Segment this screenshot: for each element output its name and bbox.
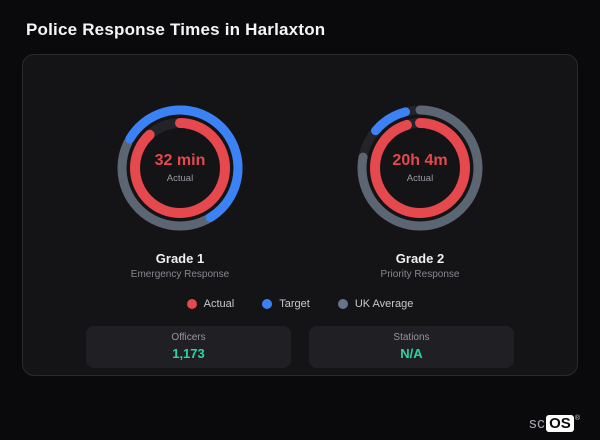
gauge-center: 20h 4m Actual xyxy=(345,93,495,243)
stat-value: 1,173 xyxy=(172,346,205,361)
gauge-subtitle: Emergency Response xyxy=(130,269,230,280)
legend-item-target[interactable]: Target xyxy=(262,298,310,310)
legend-label: UK Average xyxy=(354,298,414,310)
actual-arc xyxy=(130,118,230,218)
registered-mark-icon: ® xyxy=(574,415,580,422)
target-dot-icon xyxy=(262,299,273,309)
actual-dot-icon xyxy=(186,299,197,309)
legend: Actual Target UK Average xyxy=(23,298,577,310)
gauge-grade-2-chart: 20h 4m Actual xyxy=(345,93,495,243)
legend-item-actual[interactable]: Actual xyxy=(186,298,235,310)
gauge-caption: Actual xyxy=(166,173,194,184)
gauge-title: Grade 2 xyxy=(395,251,445,266)
stat-label: Stations xyxy=(393,332,430,343)
target-arc xyxy=(357,105,483,231)
gauge-caption: Actual xyxy=(406,173,434,184)
legend-label: Actual xyxy=(203,298,235,310)
legend-item-uk-average[interactable]: UK Average xyxy=(337,298,414,310)
gauge-value: 20h 4m xyxy=(392,152,448,169)
gauge-grade-1: 32 min Actual Grade 1 Emergency Response xyxy=(60,93,300,280)
stat-officers: Officers 1,173 xyxy=(86,326,291,368)
stat-label: Officers xyxy=(171,332,206,343)
gauge-title: Grade 1 xyxy=(155,251,205,266)
scos-logo: sc OS ® xyxy=(529,415,580,432)
uk-average-arc xyxy=(357,105,483,231)
gauge-value: 32 min xyxy=(154,152,206,169)
gauges-row: 32 min Actual Grade 1 Emergency Response… xyxy=(60,93,540,280)
response-times-card: 32 min Actual Grade 1 Emergency Response… xyxy=(22,54,578,376)
actual-arc xyxy=(370,118,470,218)
uk-average-dot-icon xyxy=(337,299,348,309)
gauge-center: 32 min Actual xyxy=(105,93,255,243)
legend-label: Target xyxy=(279,298,310,310)
logo-prefix: sc xyxy=(529,415,546,432)
logo-box: OS xyxy=(546,415,574,432)
gauge-subtitle: Priority Response xyxy=(380,269,460,280)
target-arc xyxy=(117,105,243,231)
stat-value: N/A xyxy=(400,346,423,361)
page-title: Police Response Times in Harlaxton xyxy=(26,20,326,39)
gauge-grade-1-svg xyxy=(117,105,243,231)
gauge-grade-2: 20h 4m Actual Grade 2 Priority Response xyxy=(300,93,540,280)
gauge-grade-1-chart: 32 min Actual xyxy=(105,93,255,243)
stat-stations: Stations N/A xyxy=(309,326,514,368)
stats-row: Officers 1,173 Stations N/A xyxy=(23,326,577,368)
gauge-grade-2-svg xyxy=(357,105,483,231)
